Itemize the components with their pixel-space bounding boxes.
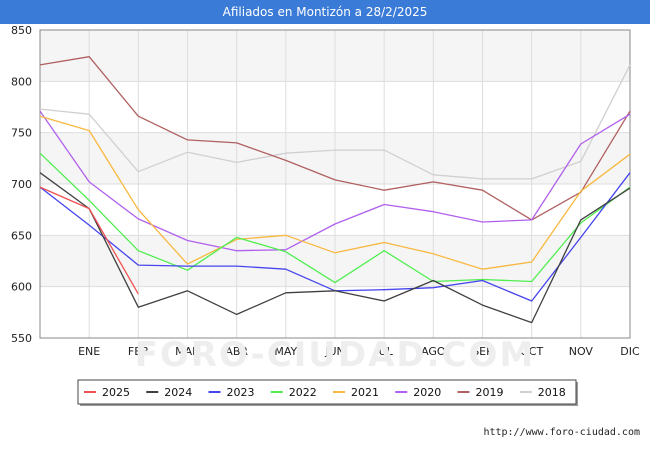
x-tick-label: NOV <box>569 345 594 358</box>
legend-label-2025: 2025 <box>102 386 130 399</box>
series-line-2024 <box>39 172 631 324</box>
legend-label-2023: 2023 <box>227 386 255 399</box>
x-tick-label: MAR <box>175 345 200 358</box>
series-line-2021 <box>39 115 631 270</box>
legend-label-2022: 2022 <box>289 386 317 399</box>
x-tick-label: JUN <box>324 345 345 358</box>
legend-label-2021: 2021 <box>351 386 379 399</box>
plot-border <box>39 29 631 339</box>
y-tick-label: 550 <box>11 332 32 345</box>
series-line-2025 <box>39 186 139 295</box>
legend-label-2020: 2020 <box>413 386 441 399</box>
x-tick-label: MAY <box>274 345 297 358</box>
watermark: FORO-CIUDAD.COM <box>135 335 536 375</box>
chart-title: Afiliados en Montizón a 28/2/2025 <box>0 0 650 24</box>
y-tick-label: 700 <box>11 178 32 191</box>
y-tick-label: 650 <box>11 229 32 242</box>
x-tick-label: OCT <box>520 345 543 358</box>
legend-label-2018: 2018 <box>538 386 566 399</box>
x-tick-label: ABR <box>225 345 248 358</box>
x-tick-label: DIC <box>620 345 640 358</box>
series-line-2018 <box>39 64 631 180</box>
x-tick-label: JUL <box>374 345 393 358</box>
x-tick-label: FEB <box>128 345 149 358</box>
x-tick-label: SEP <box>472 345 493 358</box>
y-tick-label: 800 <box>11 75 32 88</box>
x-tick-label: AGO <box>421 345 446 358</box>
legend-label-2024: 2024 <box>164 386 192 399</box>
legend-label-2019: 2019 <box>476 386 504 399</box>
x-tick-label: ENE <box>78 345 100 358</box>
legend-box <box>77 379 577 405</box>
y-tick-label: 750 <box>11 127 32 140</box>
y-tick-label: 850 <box>11 24 32 37</box>
y-tick-label: 600 <box>11 281 32 294</box>
series-line-2022 <box>39 152 631 284</box>
series-line-2020 <box>39 110 631 252</box>
source-url[interactable]: http://www.foro-ciudad.com <box>483 427 640 438</box>
